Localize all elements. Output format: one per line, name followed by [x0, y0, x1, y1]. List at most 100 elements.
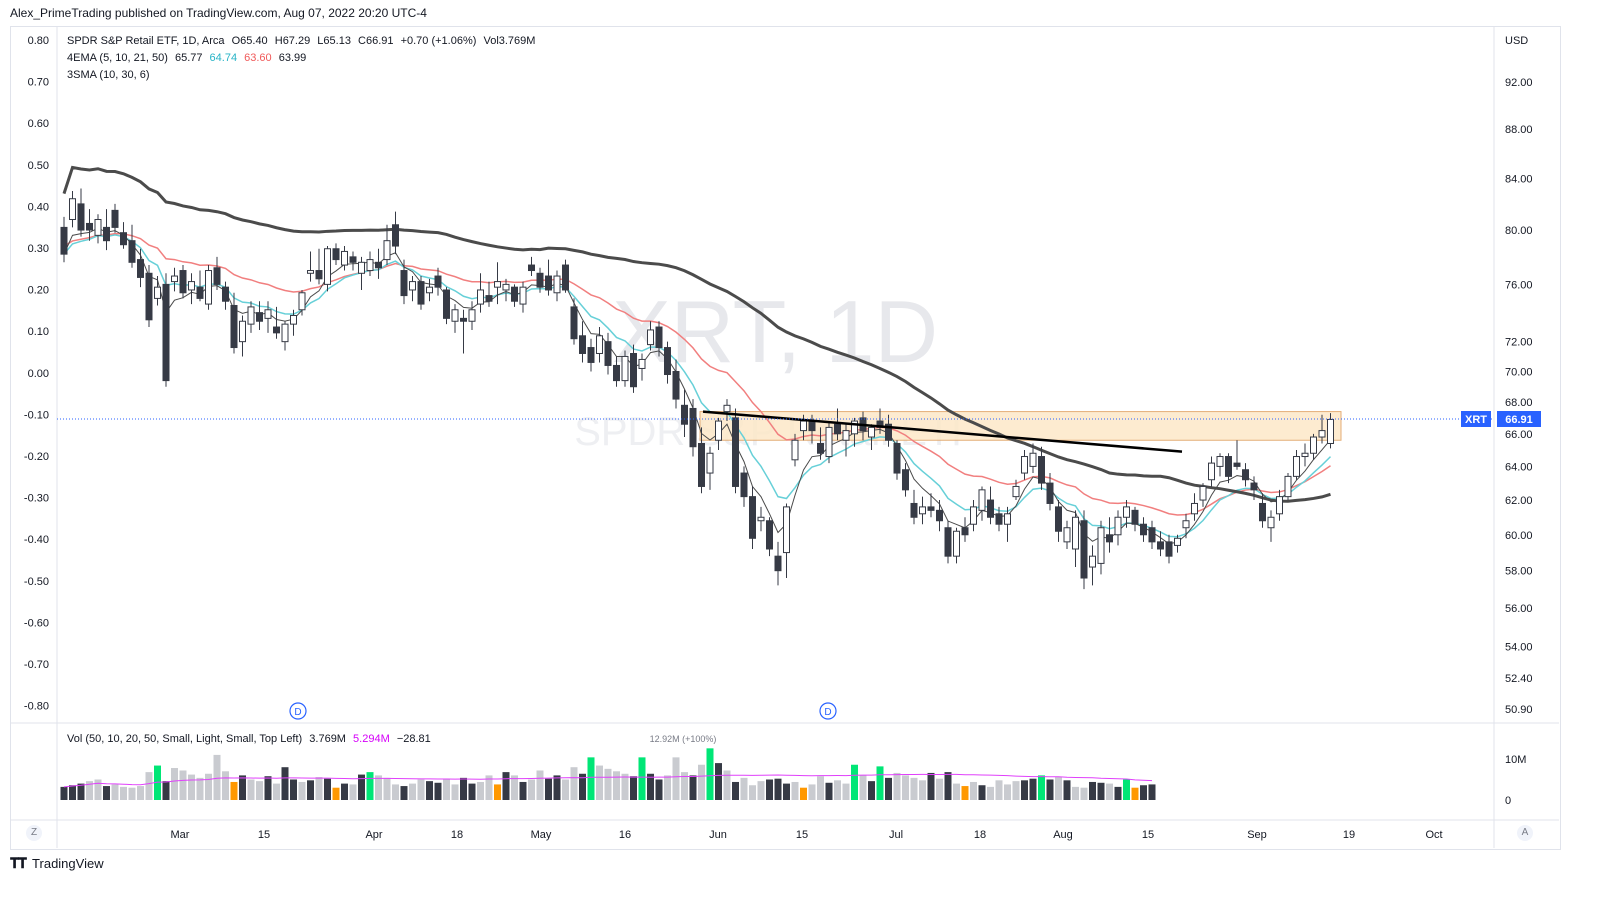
candle-body[interactable]	[1029, 452, 1037, 467]
candle-body[interactable]	[825, 426, 833, 458]
candle-body[interactable]	[477, 289, 484, 305]
candle-body[interactable]	[451, 309, 459, 322]
candle-body[interactable]	[1080, 520, 1088, 579]
candle-body[interactable]	[502, 283, 510, 291]
candle-body[interactable]	[910, 502, 918, 518]
candle-body[interactable]	[1182, 520, 1190, 529]
candle-body[interactable]	[94, 219, 102, 236]
candle-body[interactable]	[961, 527, 969, 536]
candle-body[interactable]	[281, 323, 289, 343]
candle-body[interactable]	[689, 407, 697, 448]
candle-body[interactable]	[1225, 456, 1232, 477]
candle-body[interactable]	[426, 286, 433, 294]
candle-body[interactable]	[808, 420, 816, 432]
candle-body[interactable]	[128, 240, 136, 263]
candle-body[interactable]	[77, 203, 85, 231]
candle-body[interactable]	[579, 335, 586, 354]
candle-body[interactable]	[366, 259, 374, 272]
candle-body[interactable]	[664, 347, 671, 376]
candle-body[interactable]	[681, 404, 688, 425]
candle-body[interactable]	[247, 306, 255, 325]
candle-body[interactable]	[953, 530, 960, 557]
zoom-button[interactable]: Z	[26, 825, 42, 841]
candle-body[interactable]	[1284, 475, 1292, 498]
candle-body[interactable]	[230, 304, 238, 349]
candle-body[interactable]	[154, 286, 161, 299]
candle-body[interactable]	[1012, 485, 1020, 498]
candle-body[interactable]	[383, 240, 391, 261]
candle-body[interactable]	[868, 426, 875, 438]
candle-body[interactable]	[1293, 456, 1300, 477]
candle-body[interactable]	[485, 295, 493, 302]
candle-body[interactable]	[1063, 527, 1071, 543]
volume-label[interactable]: Vol (50, 10, 20, 50, Small, Light, Small…	[67, 733, 303, 745]
candle-body[interactable]	[732, 417, 739, 487]
candle-body[interactable]	[638, 358, 646, 369]
candle-body[interactable]	[706, 452, 714, 474]
candle-body[interactable]	[1233, 462, 1241, 467]
candle-body[interactable]	[613, 364, 620, 382]
candle-body[interactable]	[417, 281, 425, 305]
candle-body[interactable]	[1174, 537, 1181, 546]
candle-body[interactable]	[698, 442, 705, 487]
candle-body[interactable]	[256, 312, 263, 322]
dividend-circle-2[interactable]	[819, 702, 837, 720]
candle-body[interactable]	[536, 272, 544, 288]
candle-body[interactable]	[120, 232, 127, 246]
candle-body[interactable]	[562, 264, 569, 291]
candle-body[interactable]	[69, 198, 76, 221]
candle-body[interactable]	[239, 320, 246, 343]
candle-body[interactable]	[757, 516, 765, 522]
candle-body[interactable]	[604, 341, 612, 366]
candle-body[interactable]	[630, 352, 637, 388]
candle-body[interactable]	[1242, 469, 1249, 481]
candle-body[interactable]	[919, 506, 926, 515]
dividend-circle-1[interactable]	[289, 702, 307, 720]
candle-body[interactable]	[400, 270, 408, 297]
candle-body[interactable]	[460, 317, 467, 322]
candle-body[interactable]	[783, 506, 790, 554]
ema-label[interactable]: 4EMA (5, 10, 21, 50)	[67, 52, 168, 64]
candle-body[interactable]	[468, 309, 476, 322]
dividend-marker[interactable]: D D	[289, 702, 837, 720]
candle-body[interactable]	[944, 527, 952, 557]
candle-body[interactable]	[86, 222, 93, 231]
candle-body[interactable]	[1038, 456, 1045, 484]
candle-body[interactable]	[766, 520, 773, 550]
candle-body[interactable]	[723, 404, 731, 413]
candle-body[interactable]	[893, 442, 901, 474]
candle-body[interactable]	[715, 420, 722, 441]
candle-body[interactable]	[587, 347, 595, 363]
candle-body[interactable]	[145, 272, 153, 321]
candle-body[interactable]	[519, 286, 527, 305]
candle-body[interactable]	[1259, 502, 1266, 522]
candle-body[interactable]	[902, 469, 909, 491]
candle-body[interactable]	[553, 275, 561, 294]
candle-body[interactable]	[528, 264, 535, 272]
candle-body[interactable]	[264, 309, 272, 319]
candle-body[interactable]	[222, 286, 229, 302]
candle-body[interactable]	[740, 472, 748, 498]
candle-body[interactable]	[273, 326, 280, 334]
sma-label[interactable]: 3SMA (10, 30, 6)	[67, 69, 150, 81]
candle-body[interactable]	[545, 275, 552, 291]
candle-body[interactable]	[817, 442, 824, 454]
candle-body[interactable]	[1191, 502, 1198, 515]
candle-body[interactable]	[749, 496, 756, 539]
candle-body[interactable]	[315, 270, 323, 280]
candle-body[interactable]	[1046, 482, 1054, 504]
candle-body[interactable]	[171, 275, 178, 283]
candle-body[interactable]	[196, 286, 204, 299]
candle-body[interactable]	[443, 289, 450, 319]
candle-body[interactable]	[791, 439, 799, 461]
candle-body[interactable]	[672, 370, 680, 400]
candle-body[interactable]	[1131, 509, 1139, 525]
candle-body[interactable]	[995, 513, 1003, 525]
candle-body[interactable]	[1055, 506, 1062, 532]
candle-body[interactable]	[1004, 513, 1011, 525]
candle-body[interactable]	[800, 420, 807, 432]
candle-body[interactable]	[375, 261, 382, 269]
candle-body[interactable]	[1106, 534, 1113, 543]
candle-body[interactable]	[834, 423, 841, 435]
